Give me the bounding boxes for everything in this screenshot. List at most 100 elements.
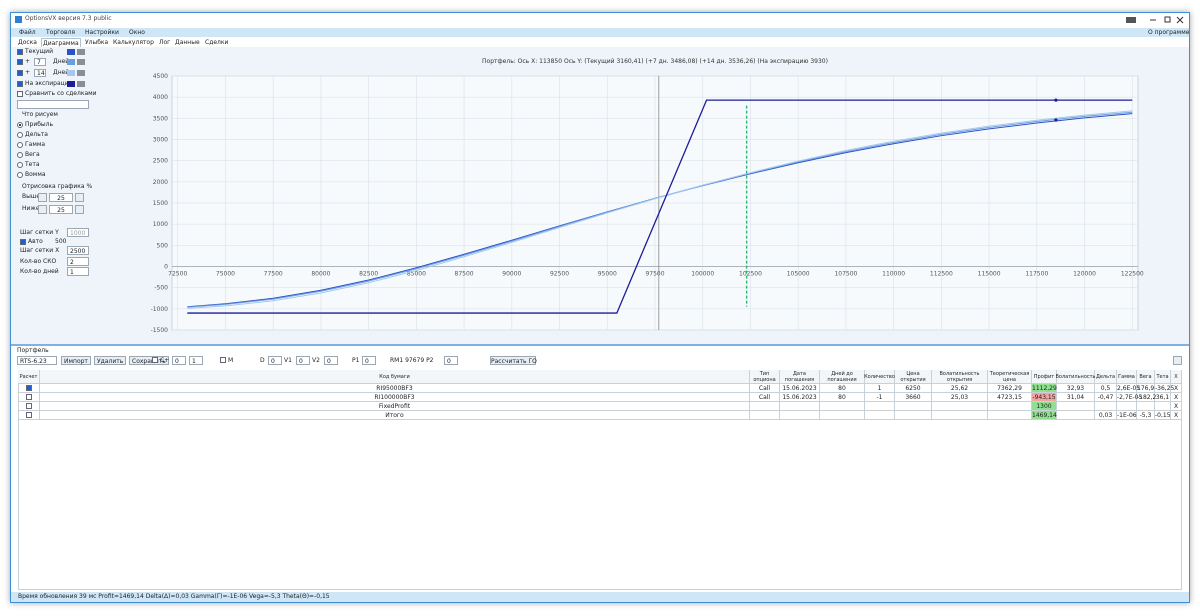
close[interactable] [1176, 16, 1184, 24]
range-value[interactable]: 25 [49, 205, 73, 214]
tab[interactable]: Калькулятор [113, 39, 154, 46]
tab[interactable]: Улыбка [85, 39, 109, 46]
checkbox[interactable] [17, 91, 23, 97]
color-swatch[interactable] [77, 59, 85, 65]
sko[interactable]: 2 [67, 257, 89, 266]
days-label: Кол-во дней [20, 268, 59, 275]
checkbox[interactable] [17, 49, 23, 55]
column-header[interactable]: Количество [864, 370, 895, 384]
column-header[interactable]: Дельта [1095, 370, 1117, 384]
curve-prefix: + [25, 69, 31, 76]
tab[interactable]: Диаграмма [41, 38, 81, 47]
about-link[interactable]: О программе [1148, 29, 1190, 36]
radio[interactable] [17, 162, 23, 168]
radio[interactable] [17, 172, 23, 178]
spin-right[interactable] [75, 193, 84, 202]
column-header[interactable]: Волатильность [1056, 370, 1096, 384]
range-value[interactable]: 25 [49, 193, 73, 202]
field-value[interactable]: 0 [362, 356, 376, 365]
column-header[interactable]: Расчет [18, 370, 40, 384]
field-value[interactable]: 0 [296, 356, 310, 365]
field-value[interactable]: 0 [444, 356, 458, 365]
radio[interactable] [17, 122, 23, 128]
checkbox[interactable] [17, 59, 23, 65]
menu-item[interactable]: Файл [19, 29, 36, 36]
menu-item[interactable]: Окно [129, 29, 145, 36]
cell[interactable]: X [1171, 384, 1182, 393]
color-swatch[interactable] [67, 81, 75, 87]
cell[interactable]: X [1171, 402, 1182, 411]
color-swatch[interactable] [67, 49, 75, 55]
checkbox[interactable] [220, 357, 226, 363]
column-header[interactable]: Тета [1155, 370, 1171, 384]
x-tick-label: 100000 [691, 271, 714, 278]
y-tick-label: 500 [157, 242, 169, 249]
checkbox[interactable] [17, 70, 23, 76]
tab[interactable]: Доска [18, 39, 37, 46]
button[interactable]: Сохранить [129, 356, 169, 365]
menu-item[interactable]: Настройки [85, 29, 119, 36]
tab[interactable]: Сделки [205, 39, 229, 46]
radio[interactable] [17, 142, 23, 148]
menu-item[interactable]: Торговля [46, 29, 75, 36]
column-header[interactable]: Дней до погашения [820, 370, 865, 384]
tab[interactable]: Лог [159, 39, 171, 46]
radio[interactable] [17, 132, 23, 138]
checkbox[interactable] [26, 403, 32, 409]
column-header[interactable]: Гамма [1117, 370, 1137, 384]
column-header[interactable]: Цена открытия [895, 370, 932, 384]
grid-x[interactable]: 2500 [67, 246, 89, 255]
c-value[interactable]: 1 [189, 356, 203, 365]
color-swatch[interactable] [67, 59, 75, 65]
color-swatch[interactable] [77, 49, 85, 55]
column-header[interactable]: Дата погашения [780, 370, 820, 384]
window-controls[interactable] [1120, 14, 1190, 26]
checkbox[interactable] [26, 412, 32, 418]
cell[interactable]: X [1171, 393, 1182, 402]
instrument-select[interactable]: RTS-6.23 [17, 356, 57, 365]
cell: 32,93 [1057, 384, 1095, 393]
column-header[interactable]: Код бумаги [40, 370, 750, 384]
checkbox[interactable] [17, 81, 23, 87]
color-swatch[interactable] [77, 81, 85, 87]
grid-y[interactable]: 1000 [67, 228, 89, 237]
tab[interactable]: Данные [175, 39, 200, 46]
cell: -1 [865, 393, 895, 402]
color-swatch[interactable] [77, 70, 85, 76]
y-tick-label: -1000 [151, 306, 169, 313]
field-value[interactable]: 0 [324, 356, 338, 365]
c-value[interactable]: 0 [172, 356, 186, 365]
spin-right[interactable] [75, 205, 84, 214]
days[interactable]: 1 [67, 267, 89, 276]
spin-left[interactable] [38, 205, 47, 214]
spin-left[interactable] [38, 193, 47, 202]
column-header[interactable]: Тип опциона [750, 370, 780, 384]
checkbox[interactable] [152, 357, 158, 363]
radio[interactable] [17, 152, 23, 158]
curve-days[interactable]: 14 [34, 69, 46, 77]
checkbox[interactable] [26, 394, 32, 400]
draw-option: Тета [25, 161, 40, 168]
dropdown[interactable] [17, 100, 89, 109]
cell: 176,9 [1137, 384, 1155, 393]
checkbox[interactable] [20, 239, 26, 245]
maximize[interactable] [1164, 16, 1171, 23]
column-header[interactable]: Вега [1137, 370, 1155, 384]
calc-button[interactable]: Рассчитать ГО [490, 356, 537, 365]
column-header[interactable]: X [1171, 370, 1182, 384]
cell[interactable]: X [1171, 411, 1182, 420]
column-header[interactable]: Волатильность открытия [932, 370, 988, 384]
curve-days[interactable]: 7 [34, 58, 46, 66]
column-header[interactable]: Профит [1032, 370, 1057, 384]
field-value[interactable]: 0 [268, 356, 282, 365]
cell [780, 402, 820, 411]
button[interactable]: Удалить [94, 356, 127, 365]
color-swatch[interactable] [67, 70, 75, 76]
draw-option: Вомма [25, 171, 46, 178]
checkbox[interactable] [26, 385, 32, 391]
cell: RI100000BF3 [40, 393, 750, 402]
scroll-button[interactable] [1173, 356, 1182, 365]
column-header[interactable]: Теоретическая цена [988, 370, 1032, 384]
button[interactable]: Импорт [61, 356, 91, 365]
